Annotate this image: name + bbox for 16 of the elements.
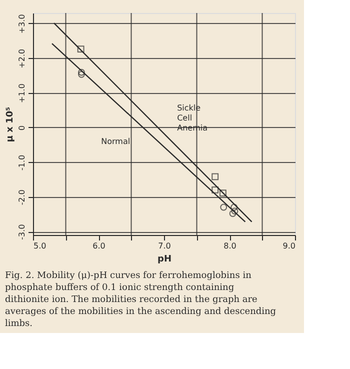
x-tick-label: 9.0 bbox=[282, 242, 296, 250]
y-tick-label: +3.0 bbox=[18, 14, 26, 34]
x-tick-label: 7.0 bbox=[158, 242, 171, 250]
x-tick-label: 6.0 bbox=[92, 242, 106, 250]
y-tick-label: +2.0 bbox=[18, 48, 26, 68]
annotation: Normal bbox=[101, 136, 130, 146]
x-tick-label: 5.0 bbox=[34, 242, 46, 250]
y-tick-label: -2.0 bbox=[18, 190, 26, 206]
y-tick-label: -3.0 bbox=[18, 224, 26, 240]
caption: Fig. 2. Mobility (μ)-pH curves for ferrohemoglobins in phosphate buffers of 0.1 ionic strength containing dithionite ion. The mobilities recorded in the graph are averages of the mobilities in the ascending and descending limbs. bbox=[5, 271, 276, 329]
y-tick-label: +1.0 bbox=[18, 84, 26, 103]
y-tick-label: -1.0 bbox=[18, 154, 26, 170]
y-tick-label: 0 bbox=[18, 125, 26, 131]
x-tick-label: 8.0 bbox=[224, 242, 236, 250]
y-axis-title: μ x 10⁵ bbox=[6, 106, 16, 142]
x-axis-title: pH bbox=[158, 254, 172, 264]
